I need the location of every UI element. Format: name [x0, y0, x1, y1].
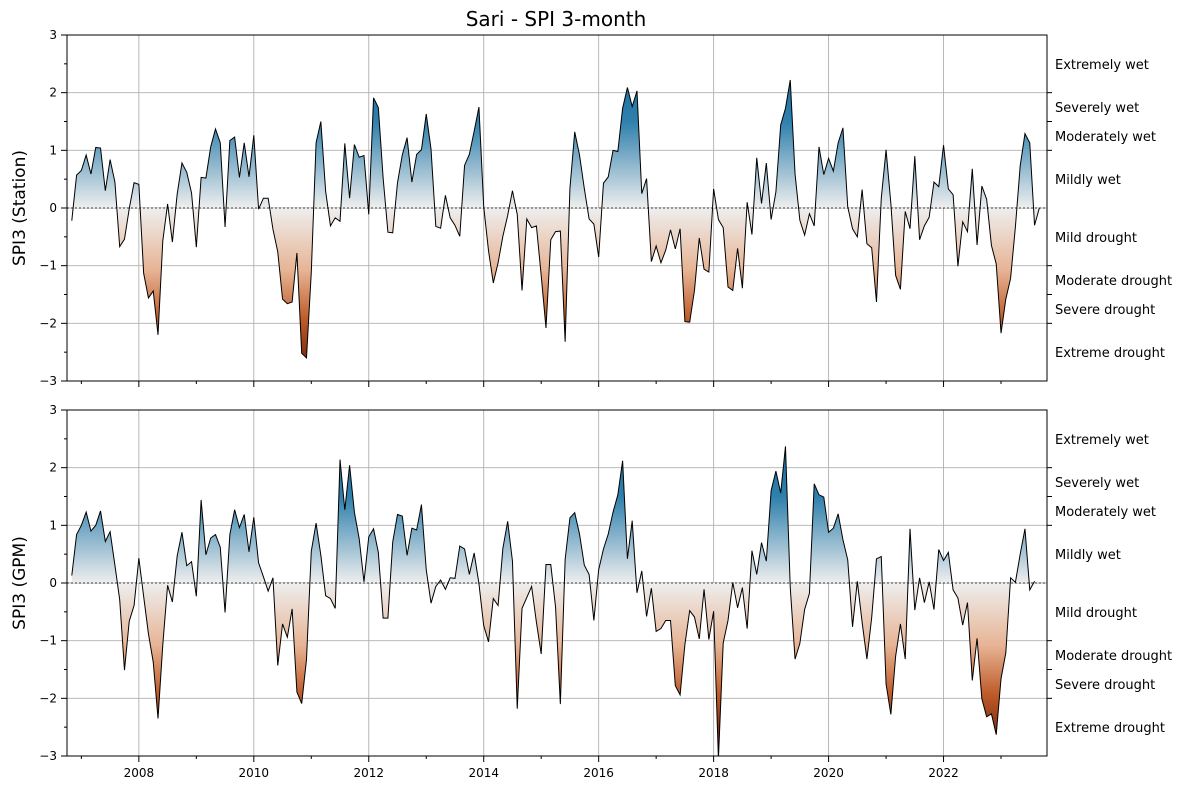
category-label: Mildly wet	[1055, 173, 1121, 188]
y-tick-label: −1	[39, 259, 57, 273]
category-label: Mild drought	[1055, 606, 1137, 621]
y-tick-label: 0	[49, 201, 57, 215]
y-tick-label: 2	[49, 461, 57, 475]
category-label: Mild drought	[1055, 231, 1137, 246]
x-tick-label: 2014	[468, 766, 499, 780]
x-tick-label: 2010	[239, 766, 270, 780]
category-label: Extreme drought	[1055, 346, 1165, 361]
y-tick-label: 3	[49, 28, 57, 42]
y-axis-label: SPI3 (Station)	[10, 150, 30, 266]
y-tick-label: 3	[49, 403, 57, 417]
category-label: Severe drought	[1055, 303, 1155, 318]
category-label: Moderately wet	[1055, 505, 1156, 520]
y-axis-label: SPI3 (GPM)	[10, 536, 30, 630]
category-label: Extremely wet	[1055, 58, 1149, 73]
category-label: Moderate drought	[1055, 274, 1172, 289]
category-label: Moderately wet	[1055, 130, 1156, 145]
category-label: Extremely wet	[1055, 433, 1149, 448]
panel-station: 3 2 1 0 −1 −2 −3 Extremely wet Severely wet Moder…	[10, 28, 1172, 388]
category-label: Severe drought	[1055, 678, 1155, 693]
spi-series-line	[71, 79, 1040, 360]
category-label: Severely wet	[1055, 476, 1139, 491]
x-tick-label: 2016	[583, 766, 614, 780]
chart-title: Sari - SPI 3-month	[466, 7, 647, 31]
y-tick-label: −2	[39, 691, 57, 705]
category-label: Extreme drought	[1055, 721, 1165, 736]
y-tick-label: −2	[39, 316, 57, 330]
x-tick-label: 2022	[928, 766, 959, 780]
spi-area-fill	[71, 79, 1040, 358]
x-tick-label: 2020	[813, 766, 844, 780]
y-tick-label: 2	[49, 86, 57, 100]
category-label: Moderate drought	[1055, 649, 1172, 664]
category-label: Severely wet	[1055, 101, 1139, 116]
panel-gpm: 3 2 1 0 −1 −2 −3 2008 2010 2012 2014 2016 2018 2020 20…	[10, 403, 1172, 780]
y-tick-label: 1	[49, 518, 57, 532]
y-tick-label: −1	[39, 634, 57, 648]
x-tick-label: 2018	[698, 766, 729, 780]
y-tick-label: 1	[49, 143, 57, 157]
category-label: Mildly wet	[1055, 548, 1121, 563]
x-tick-label: 2008	[124, 766, 155, 780]
x-tick-label: 2012	[353, 766, 384, 780]
y-tick-label: −3	[39, 749, 57, 763]
y-tick-label: −3	[39, 374, 57, 388]
spi-series-line	[71, 446, 1035, 756]
y-tick-label: 0	[49, 576, 57, 590]
